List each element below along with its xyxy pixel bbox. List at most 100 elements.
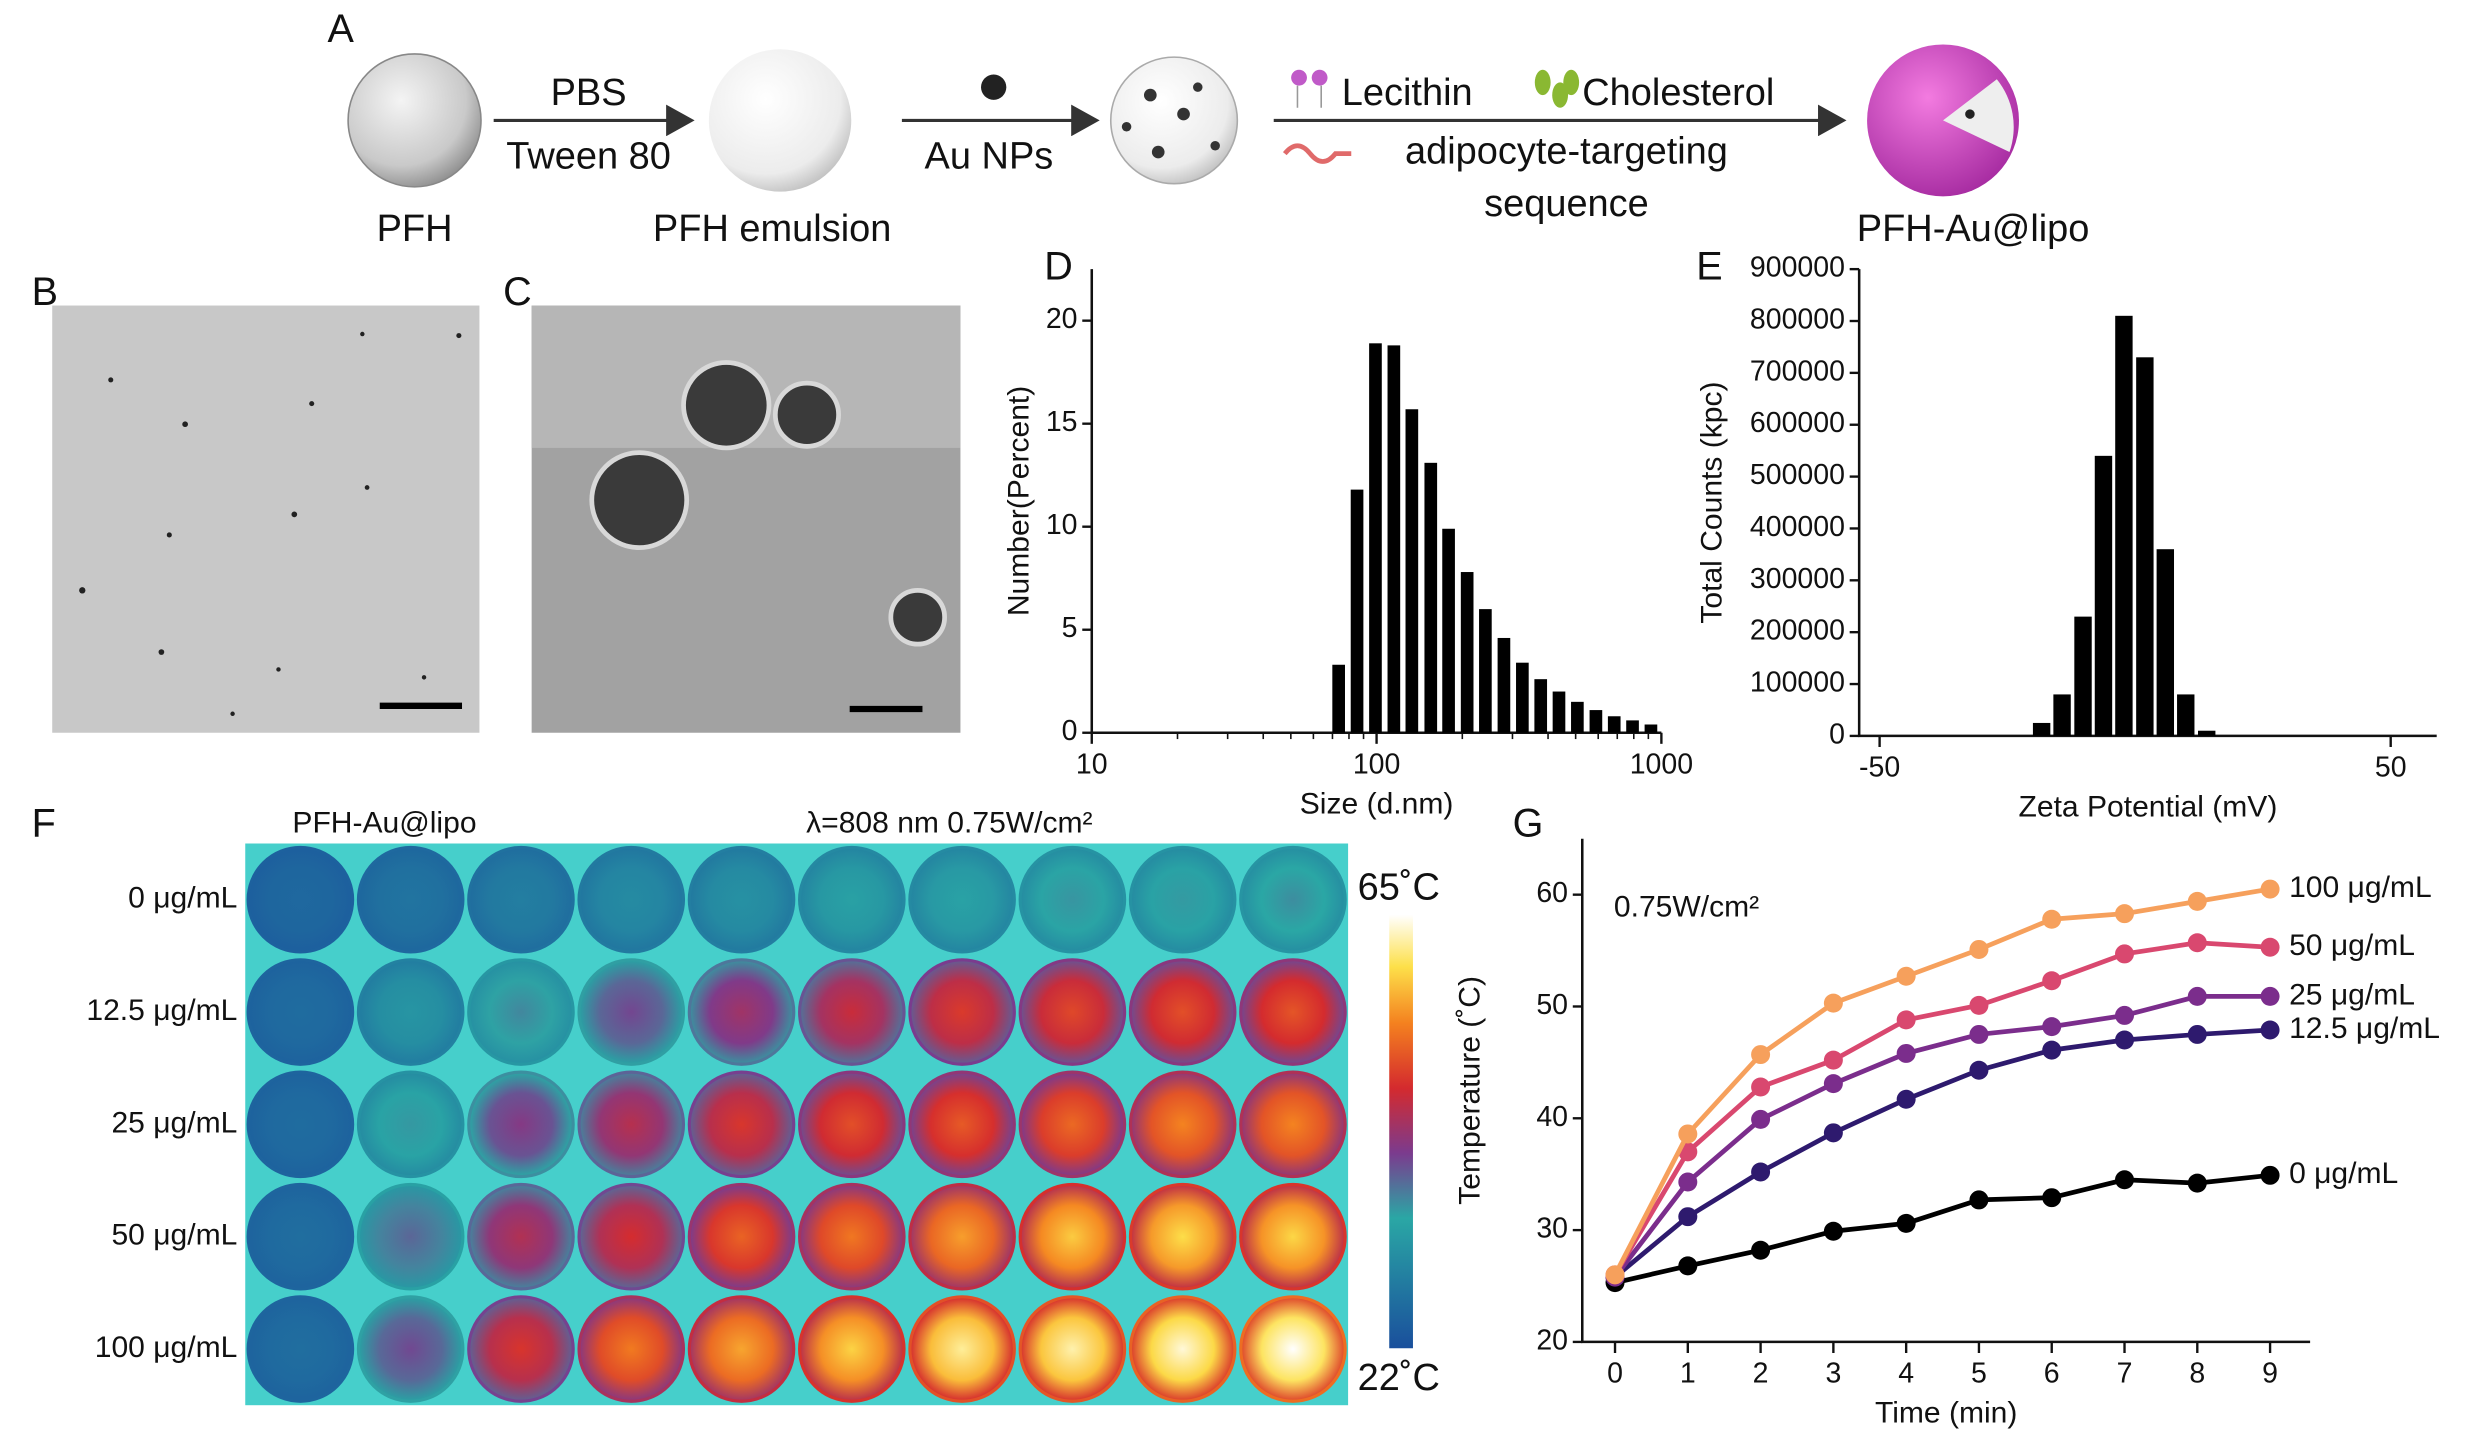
point: [1751, 1045, 1771, 1065]
y-tick-label: 500000: [1750, 459, 1845, 491]
point: [1605, 1265, 1625, 1285]
y-tick-label: 20: [1046, 303, 1078, 335]
bar: [1442, 528, 1455, 733]
well: [908, 845, 1016, 954]
well: [1239, 845, 1347, 954]
x-tick-label: 4: [1898, 1358, 1914, 1390]
point: [2042, 1017, 2062, 1037]
well: [1239, 1295, 1347, 1403]
bar: [1516, 662, 1529, 733]
point: [2187, 986, 2207, 1006]
well: [1128, 958, 1237, 1066]
point: [2115, 1030, 2135, 1050]
label: PFH-Au@lipo: [1857, 208, 2090, 250]
point: [2260, 1020, 2280, 1040]
point: [2115, 904, 2135, 924]
well: [577, 845, 686, 954]
point: [1678, 1207, 1698, 1227]
cholesterol-icon: [1534, 69, 1580, 108]
laser-label: λ=808 nm 0.75W/cm²: [806, 806, 1092, 839]
line: [1613, 1027, 2271, 1279]
y-axis-label: Temperature (˚C): [1453, 976, 1486, 1205]
label: Tween 80: [506, 135, 671, 177]
label: Au NPs: [925, 135, 1054, 177]
well: [908, 958, 1016, 1066]
colorbar-label: 22˚C: [1358, 1357, 1440, 1399]
well: [798, 1295, 906, 1403]
y-tick-label: 0: [1829, 718, 1845, 750]
well: [1239, 1070, 1347, 1179]
point: [1823, 1221, 1843, 1241]
x-tick-label: 7: [2117, 1358, 2133, 1390]
y-tick-label: 300000: [1750, 563, 1845, 595]
series-label: 12.5 μg/mL: [2289, 1012, 2440, 1045]
well: [577, 1182, 686, 1291]
well: [1239, 1182, 1347, 1291]
x-tick-label: 10: [1076, 748, 1108, 780]
y-tick-label: 600000: [1750, 407, 1845, 439]
point: [2042, 909, 2062, 929]
panel-a-texts: PBS Tween 80 PFH PFH emulsion Au NPs Lec…: [377, 72, 2090, 250]
bar: [1644, 724, 1658, 733]
well: [246, 845, 355, 954]
peptide-icon: [1282, 143, 1352, 164]
well: [908, 1295, 1016, 1403]
well: [467, 1070, 575, 1179]
point: [2115, 1170, 2135, 1190]
well: [356, 845, 465, 954]
x-tick-label: 100: [1353, 748, 1400, 780]
point: [1751, 1109, 1771, 1129]
point: [1896, 966, 1916, 986]
x-axis-label: Size (d.nm): [1300, 787, 1454, 820]
bar: [2156, 549, 2175, 736]
well: [687, 1070, 796, 1179]
bar: [1332, 664, 1345, 733]
x-tick-label: 1000: [1630, 748, 1693, 780]
series-label: 50 μg/mL: [2289, 929, 2415, 962]
well: [1018, 1182, 1127, 1291]
x-axis-label: Zeta Potential (mV): [2019, 791, 2278, 824]
line: [1613, 994, 2271, 1279]
label: PFH: [377, 208, 453, 250]
x-tick-label: 0: [1607, 1358, 1623, 1390]
au-dots: [1121, 82, 1220, 159]
label: PFH emulsion: [653, 208, 891, 250]
point: [2042, 1040, 2062, 1060]
point: [1678, 1256, 1698, 1276]
well: [246, 1295, 355, 1403]
well: [798, 1182, 906, 1291]
point: [1896, 1043, 1916, 1063]
bar: [2198, 730, 2216, 736]
y-tick-label: 50: [1536, 989, 1568, 1021]
well: [246, 958, 355, 1066]
well: [798, 1070, 906, 1179]
line: [1614, 1172, 2271, 1285]
well: [356, 958, 465, 1066]
point: [1969, 1024, 1989, 1044]
well: [908, 1182, 1016, 1291]
y-tick-label: 900000: [1750, 252, 1845, 284]
y-axis-label: Number(Percent): [1003, 386, 1036, 616]
well: [687, 845, 796, 954]
y-tick-label: 400000: [1750, 511, 1845, 543]
point: [2187, 933, 2207, 953]
label: Lecithin: [1342, 72, 1473, 114]
y-tick-label: 100000: [1750, 667, 1845, 699]
y-axis-label: Total Counts (kpc): [1696, 381, 1729, 623]
well: [467, 1295, 575, 1403]
x-tick-label: 5: [1971, 1358, 1987, 1390]
point: [1678, 1172, 1698, 1192]
well: [467, 1182, 575, 1291]
point: [1751, 1162, 1771, 1182]
tem-image-b: [52, 305, 480, 733]
bar: [1552, 691, 1566, 733]
bar: [2136, 357, 2154, 736]
y-tick-label: 700000: [1750, 355, 1845, 387]
bar: [1497, 637, 1511, 733]
bar: [2074, 616, 2092, 736]
point: [1969, 1190, 1989, 1210]
point: [2187, 891, 2207, 911]
